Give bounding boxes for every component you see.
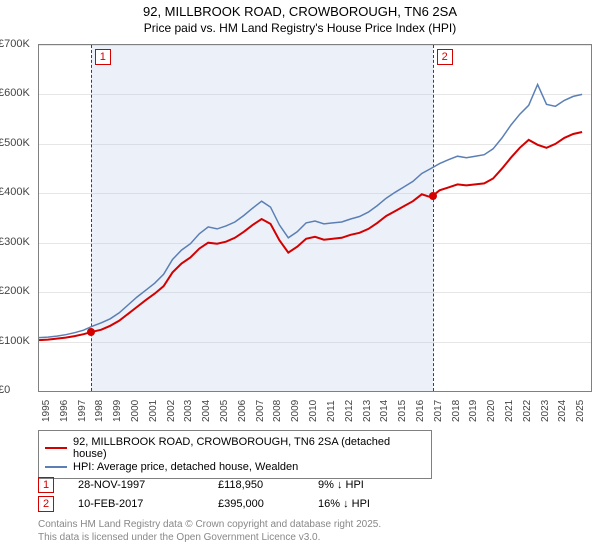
series-hpi (39, 85, 582, 338)
x-axis-label: 2023 (540, 400, 551, 422)
footer-line2: This data is licensed under the Open Gov… (38, 531, 381, 544)
x-axis-label: 1999 (112, 400, 123, 422)
x-axis-label: 2020 (486, 400, 497, 422)
sales-table: 1 28-NOV-1997£118,9509% ↓ HPI 2 10-FEB-2017… (38, 474, 590, 515)
footer-attribution: Contains HM Land Registry data © Crown c… (38, 518, 381, 544)
sale-price: £118,950 (218, 479, 318, 491)
x-axis-label: 2016 (415, 400, 426, 422)
x-axis-label: 2018 (451, 400, 462, 422)
chart-lines (39, 45, 591, 391)
sale-point (429, 192, 437, 200)
x-axis-label: 2005 (219, 400, 230, 422)
legend-item-hpi: HPI: Average price, detached house, Weal… (45, 461, 425, 473)
legend-item-price: 92, MILLBROOK ROAD, CROWBOROUGH, TN6 2SA… (45, 436, 425, 460)
legend: 92, MILLBROOK ROAD, CROWBOROUGH, TN6 2SA… (38, 430, 432, 479)
x-axis-label: 2000 (130, 400, 141, 422)
y-axis-label: £0 (0, 384, 10, 396)
y-axis-label: £200K (0, 285, 30, 297)
x-axis-label: 2002 (166, 400, 177, 422)
sale-row: 2 10-FEB-2017£395,00016% ↓ HPI (38, 496, 590, 512)
x-axis-label: 2007 (255, 400, 266, 422)
x-axis-label: 2009 (290, 400, 301, 422)
y-axis-label: £600K (0, 87, 30, 99)
x-axis-label: 2004 (201, 400, 212, 422)
x-axis-label: 2022 (522, 400, 533, 422)
legend-label-hpi: HPI: Average price, detached house, Weal… (73, 461, 298, 473)
page-subtitle: Price paid vs. HM Land Registry's House … (0, 21, 600, 35)
x-axis-label: 2011 (326, 400, 337, 422)
series-price_paid (39, 132, 582, 340)
x-axis-label: 2003 (183, 400, 194, 422)
sale-date: 28-NOV-1997 (78, 479, 218, 491)
y-axis-label: £500K (0, 137, 30, 149)
x-axis-labels: 1995 1996 1997 1998 1999 2000 2001 2002 2003 2004… (38, 394, 590, 426)
x-axis-label: 2008 (272, 400, 283, 422)
legend-swatch-hpi (45, 466, 67, 468)
x-axis-label: 1996 (59, 400, 70, 422)
x-axis-label: 2006 (237, 400, 248, 422)
x-axis-label: 1995 (41, 400, 52, 422)
y-axis-label: £300K (0, 236, 30, 248)
sale-number-badge: 1 (38, 477, 54, 493)
page-title: 92, MILLBROOK ROAD, CROWBOROUGH, TN6 2SA (0, 0, 600, 21)
x-axis-label: 2010 (308, 400, 319, 422)
x-axis-label: 2014 (379, 400, 390, 422)
legend-label-price: 92, MILLBROOK ROAD, CROWBOROUGH, TN6 2SA… (73, 436, 425, 460)
plot-area: 12 (38, 44, 592, 392)
chart-container: 92, MILLBROOK ROAD, CROWBOROUGH, TN6 2SA… (0, 0, 600, 560)
x-axis-label: 2015 (397, 400, 408, 422)
footer-line1: Contains HM Land Registry data © Crown c… (38, 518, 381, 531)
y-axis-label: £700K (0, 38, 30, 50)
sale-row: 1 28-NOV-1997£118,9509% ↓ HPI (38, 477, 590, 493)
x-axis-label: 1998 (94, 400, 105, 422)
x-axis-label: 2013 (362, 400, 373, 422)
x-axis-label: 2021 (504, 400, 515, 422)
sale-price: £395,000 (218, 498, 318, 510)
x-axis-label: 2001 (148, 400, 159, 422)
sale-hpi-delta: 16% ↓ HPI (318, 498, 428, 510)
sale-point (87, 328, 95, 336)
x-axis-label: 2012 (344, 400, 355, 422)
sale-hpi-delta: 9% ↓ HPI (318, 479, 428, 491)
x-axis-label: 2019 (468, 400, 479, 422)
x-axis-label: 2024 (557, 400, 568, 422)
legend-swatch-price (45, 447, 67, 449)
x-axis-label: 2025 (575, 400, 586, 422)
y-axis-label: £100K (0, 335, 30, 347)
sale-date: 10-FEB-2017 (78, 498, 218, 510)
sale-number-badge: 2 (38, 496, 54, 512)
x-axis-label: 2017 (433, 400, 444, 422)
x-axis-label: 1997 (77, 400, 88, 422)
y-axis-label: £400K (0, 186, 30, 198)
